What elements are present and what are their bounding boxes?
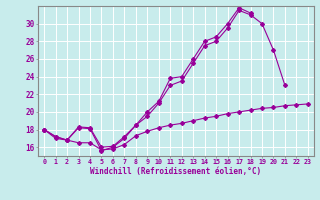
X-axis label: Windchill (Refroidissement éolien,°C): Windchill (Refroidissement éolien,°C) (91, 167, 261, 176)
